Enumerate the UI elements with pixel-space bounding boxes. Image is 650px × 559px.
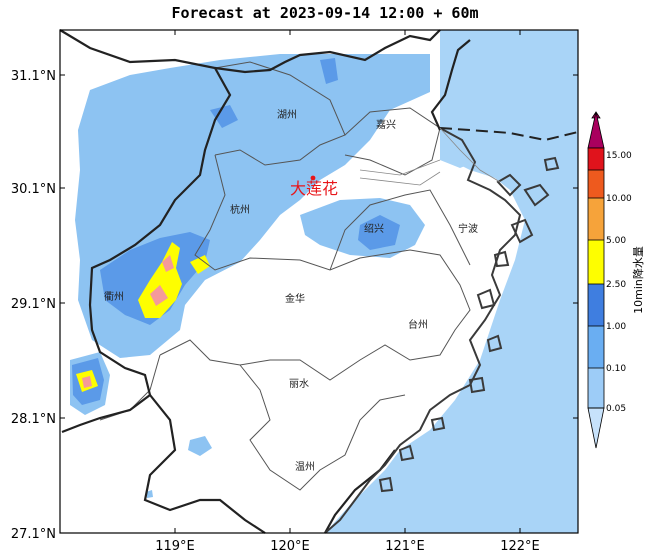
lat-tick-labels: 31.1°N 30.1°N 29.1°N 28.1°N 27.1°N — [11, 69, 56, 542]
city-label-ningbo: 宁波 — [458, 222, 478, 235]
lon-tick-labels: 119°E 120°E 121°E 122°E — [155, 539, 540, 554]
lon-tick-label: 120°E — [270, 539, 310, 554]
city-label-jiaxing: 嘉兴 — [376, 118, 396, 131]
city-label-hangzhou: 杭州 — [230, 203, 250, 216]
marker-dot — [310, 175, 316, 181]
lat-tick-label: 30.1°N — [11, 182, 56, 197]
colorbar-label: 10.00 — [606, 194, 632, 204]
shanghai-boundary — [439, 127, 579, 142]
lon-ticks — [174, 30, 521, 533]
lat-tick-label: 28.1°N — [11, 412, 56, 427]
city-label-taizhou: 台州 — [408, 318, 428, 331]
city-label-lishui: 丽水 — [289, 378, 309, 390]
city-label-huzhou: 湖州 — [277, 109, 297, 121]
city-label-jinhua: 金华 — [285, 292, 305, 305]
colorbar-seg-5-10 — [588, 170, 604, 198]
map-frame — [59, 29, 579, 534]
lat-tick-label: 31.1°N — [11, 69, 56, 84]
river-lines — [359, 127, 501, 186]
colorbar-label: 0.05 — [606, 404, 626, 414]
sea-layer — [325, 30, 578, 533]
lon-tick-label: 122°E — [500, 539, 540, 554]
colorbar-label: 5.00 — [606, 236, 626, 246]
marker-label: 大莲花 — [290, 179, 338, 198]
colorbar-seg-0.1-1 — [588, 284, 604, 326]
colorbar-label: 2.50 — [606, 280, 626, 290]
city-labels: 湖州 嘉兴 杭州 绍兴 宁波 衢州 金华 台州 丽水 温州 — [104, 109, 478, 473]
colorbar-label: 1.00 — [606, 322, 626, 332]
colorbar-label: 0.10 — [606, 364, 626, 374]
colorbar-seg-2.5-5 — [588, 198, 604, 240]
colorbar: 15.00 10.00 5.00 2.50 1.00 0.10 0.05 10m… — [587, 111, 645, 449]
lon-tick-label: 119°E — [155, 539, 195, 554]
lat-ticks — [60, 74, 578, 534]
colorbar-top-triangle — [587, 111, 605, 149]
colorbar-seg-1-2.5 — [588, 240, 604, 284]
marker-da-lian-hua: 大莲花 — [290, 175, 338, 198]
colorbar-seg-low — [588, 368, 604, 408]
colorbar-label: 15.00 — [606, 151, 632, 161]
colorbar-bottom-triangle — [587, 407, 605, 449]
city-label-quzhou: 衢州 — [104, 291, 124, 303]
lon-tick-label: 121°E — [385, 539, 425, 554]
city-label-shaoxing: 绍兴 — [364, 222, 384, 235]
colorbar-seg-0.05-0.1 — [588, 326, 604, 368]
colorbar-title: 10min降水量 — [631, 246, 645, 314]
coastline — [324, 127, 560, 534]
city-label-wenzhou: 温州 — [295, 461, 315, 473]
lat-tick-label: 29.1°N — [11, 297, 56, 312]
page-title: Forecast at 2023-09-14 12:00 + 60m — [171, 4, 479, 22]
precip-peak-layer — [82, 255, 174, 388]
lat-tick-label: 27.1°N — [11, 527, 56, 542]
